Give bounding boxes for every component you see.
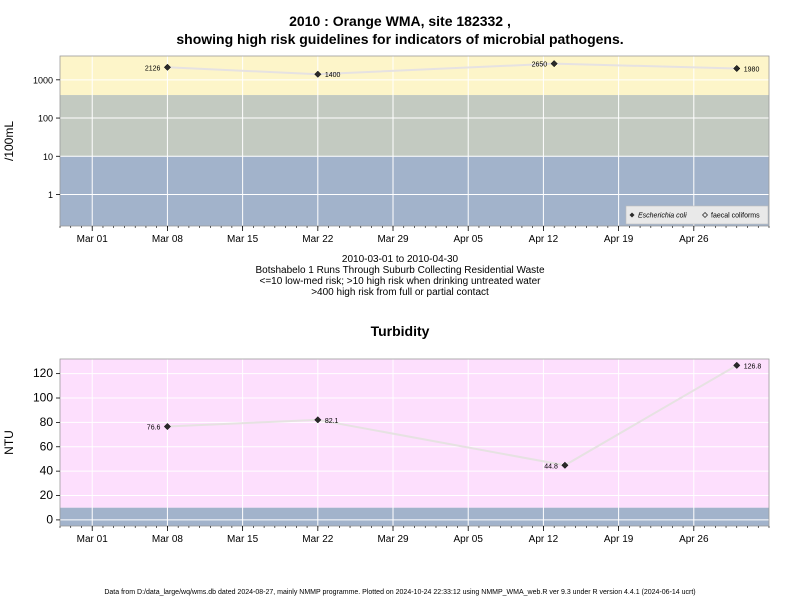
x-tick-label: Mar 08 <box>152 534 184 545</box>
y-axis-label: /100mL <box>2 121 16 161</box>
data-label: 2650 <box>532 62 548 69</box>
y-tick-label: 0 <box>46 512 53 526</box>
y-tick-label: 1000 <box>33 75 53 85</box>
x-tick-label: Apr 26 <box>679 534 709 545</box>
x-tick-label: Mar 22 <box>302 534 334 545</box>
data-label: 126.8 <box>744 363 762 370</box>
x-tick-label: Mar 29 <box>377 534 409 545</box>
y-tick-label: 100 <box>33 391 53 405</box>
risk-band-1 <box>60 95 769 157</box>
caption-date-range: 2010-03-01 to 2010-04-30 <box>341 254 459 265</box>
x-tick-label: Mar 15 <box>227 234 259 245</box>
risk-band-0 <box>60 359 769 508</box>
data-label: 2126 <box>145 65 161 72</box>
data-label: 76.6 <box>147 425 161 432</box>
chart-title-line2: showing high risk guidelines for indicat… <box>176 31 624 47</box>
caption-site-description: Botshabelo 1 Runs Through Suburb Collect… <box>255 265 545 276</box>
chart-title-line1: 2010 : Orange WMA, site 182332 , <box>289 13 511 29</box>
x-tick-label: Apr 19 <box>604 234 634 245</box>
data-label: 1980 <box>744 66 760 73</box>
x-tick-label: Apr 19 <box>604 534 634 545</box>
x-tick-label: Mar 08 <box>152 234 184 245</box>
data-point <box>733 361 741 369</box>
risk-band-1 <box>60 507 769 526</box>
y-tick-label: 10 <box>43 152 53 162</box>
data-point <box>561 461 569 469</box>
series-line <box>167 364 738 467</box>
caption-risk-drinking: <=10 low-med risk; >10 high risk when dr… <box>259 276 541 287</box>
data-point <box>314 416 322 424</box>
legend-marker-filled <box>629 212 635 218</box>
data-point <box>163 422 171 431</box>
data-label: 82.1 <box>325 418 339 425</box>
data-point <box>550 60 558 68</box>
y-tick-label: 1 <box>48 190 53 200</box>
data-label: 44.8 <box>544 463 558 470</box>
x-tick-label: Apr 12 <box>529 234 559 245</box>
footer-note: Data from D:/data_large/wq/wms.db dated … <box>104 589 696 596</box>
series-line <box>167 62 737 76</box>
data-point <box>314 70 322 78</box>
data-label: 1400 <box>325 72 341 79</box>
legend-label: faecal coliforms <box>711 213 760 220</box>
turbidity-title: Turbidity <box>370 323 430 339</box>
caption-risk-contact: >400 high risk from full or partial cont… <box>311 287 489 298</box>
y-tick-label: 20 <box>40 488 54 502</box>
x-tick-label: Mar 01 <box>77 234 109 245</box>
y-axis-label: NTU <box>2 430 16 455</box>
y-tick-label: 60 <box>40 439 54 453</box>
data-point <box>163 63 171 71</box>
legend-label: Escherichia coli <box>638 213 687 220</box>
x-tick-label: Mar 15 <box>227 534 259 545</box>
legend-marker-open <box>702 212 708 218</box>
y-tick-label: 80 <box>40 415 54 429</box>
y-tick-label: 40 <box>40 464 54 478</box>
risk-band-0 <box>60 56 769 96</box>
x-tick-label: Apr 26 <box>679 234 709 245</box>
x-tick-label: Mar 22 <box>302 234 334 245</box>
y-tick-label: 120 <box>33 366 53 380</box>
legend-box <box>625 205 769 225</box>
y-tick-label: 100 <box>38 114 53 124</box>
x-tick-label: Apr 05 <box>453 534 483 545</box>
x-tick-label: Mar 01 <box>77 534 109 545</box>
x-tick-label: Apr 12 <box>529 534 559 545</box>
x-tick-label: Apr 05 <box>453 234 483 245</box>
data-point <box>733 64 741 73</box>
x-tick-label: Mar 29 <box>377 234 409 245</box>
